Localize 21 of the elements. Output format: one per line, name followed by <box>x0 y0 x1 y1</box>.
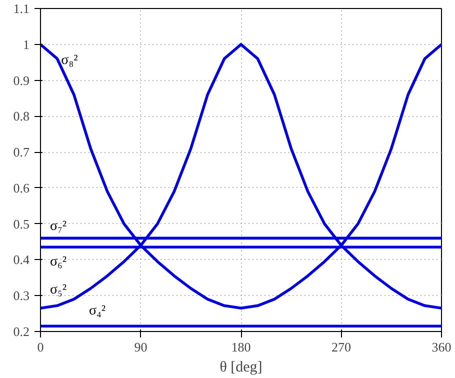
x-tick-label: 90 <box>134 340 148 354</box>
y-tick-label: 0.5 <box>13 216 30 232</box>
x-tick-label: 0 <box>37 340 44 354</box>
y-tick-label: 1 <box>23 36 30 52</box>
y-tick-label: 0.7 <box>13 144 30 160</box>
x-axis-title: θ [deg] <box>220 360 262 376</box>
x-tick-label: 180 <box>231 340 251 354</box>
y-tick-label: 0.4 <box>13 252 30 268</box>
x-tick-label: 270 <box>332 340 351 354</box>
x-tick-label: 360 <box>432 340 452 354</box>
series-label: σ₇² <box>50 218 67 234</box>
y-tick-label: 1.1 <box>13 1 30 16</box>
y-tick-label: 0.2 <box>13 324 30 339</box>
series-label: σ₅² <box>50 282 67 298</box>
y-tick-label: 0.8 <box>13 108 30 124</box>
y-tick-label: 0.9 <box>13 72 30 88</box>
y-tick-label: 0.3 <box>13 288 30 304</box>
series-label: σ₄² <box>88 304 106 319</box>
series-label: σ₆² <box>50 254 67 270</box>
series-label: σ₈² <box>61 53 78 68</box>
y-tick-label: 0.6 <box>13 180 30 196</box>
